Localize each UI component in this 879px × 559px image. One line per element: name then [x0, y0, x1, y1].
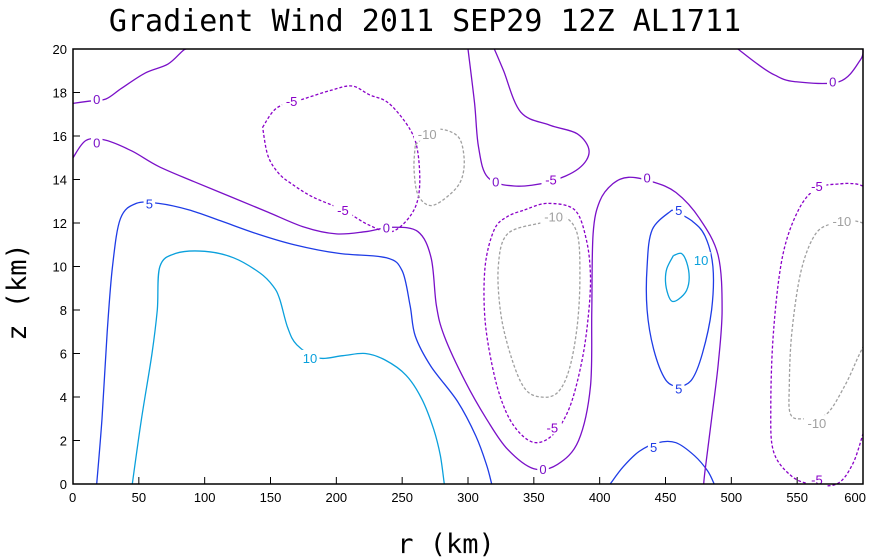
- x-tick-label-100: 100: [194, 490, 216, 505]
- contour-label-9: 5: [675, 381, 682, 396]
- x-tick-label-450: 450: [655, 490, 677, 505]
- contour-label-bg-10: [647, 439, 660, 454]
- contour-label-18: -5: [811, 473, 823, 488]
- contour-label-17: -5: [811, 179, 823, 194]
- contour-label-bg-9: [672, 380, 685, 396]
- contour-line-10-1: [664, 252, 690, 303]
- x-tick-label-600: 600: [844, 490, 866, 505]
- chart-title: Gradient Wind 2011 SEP29 12Z AL1711: [109, 4, 741, 39]
- contour-label-8: 5: [675, 203, 682, 218]
- contour-label-4: 0: [643, 170, 650, 185]
- contour-label-bg-2: [489, 173, 502, 189]
- y-tick-label-6: 6: [60, 347, 67, 362]
- y-tick-label-2: 2: [60, 434, 67, 449]
- contour-line-0-6: [467, 48, 590, 187]
- contour-label-bg-14: [333, 201, 353, 217]
- x-tick-label-250: 250: [391, 490, 413, 505]
- contour-label-bg-15: [541, 171, 561, 187]
- contour-line-0-5: [72, 48, 187, 105]
- y-axis-ticks: 0 2 4 6 8 10 12 14 16 18 20: [53, 42, 80, 492]
- contour-label-11: 10: [303, 351, 317, 366]
- contour-label-bg-17: [807, 178, 827, 193]
- contour-label-bg-3: [380, 219, 393, 235]
- contour-label-2: 0: [492, 175, 499, 190]
- contour-label-13: -5: [286, 94, 298, 109]
- contour-label-bg-11: [300, 349, 320, 365]
- y-tick-label-16: 16: [53, 129, 67, 144]
- x-tick-label-550: 550: [786, 490, 808, 505]
- contour-label-7: 5: [146, 196, 153, 211]
- contour-label-22: -10: [808, 416, 827, 431]
- x-tick-label-350: 350: [523, 490, 545, 505]
- contour-label-6: 0: [829, 75, 836, 90]
- x-tick-label-400: 400: [589, 490, 611, 505]
- contour-label-12: 10: [694, 253, 708, 268]
- contour-label-10: 5: [650, 440, 657, 455]
- x-tick-label-150: 150: [260, 490, 282, 505]
- contour-label-bg-20: [540, 208, 567, 224]
- y-tick-label-14: 14: [53, 173, 67, 188]
- contour-label-bg-21: [828, 212, 856, 228]
- contour-line-10-0: [131, 250, 445, 485]
- x-tick-label-50: 50: [132, 490, 146, 505]
- contour-line--5-9: [261, 85, 421, 233]
- y-tick-label-18: 18: [53, 86, 67, 101]
- contour-label-15: -5: [545, 173, 557, 188]
- contour-line-5-3: [645, 209, 715, 387]
- contour-label-0: 0: [93, 92, 100, 107]
- x-tick-label-300: 300: [457, 490, 479, 505]
- contour-labels: 0 0 0 0 0 0 0 5 5 5 5 10 10 -5 -5 -5 -5 -5 -5 -10 -10 -10 -10: [91, 73, 856, 488]
- contour-line-5-4: [609, 440, 715, 485]
- contour-label-20: -10: [544, 210, 563, 225]
- x-tick-label-200: 200: [325, 490, 347, 505]
- contour-label-bg-22: [803, 415, 831, 431]
- contour-line--10-14: [788, 220, 864, 420]
- x-axis-ticks: 0 50 100 150 200 250 300 350 400 450 500 550 600: [69, 477, 866, 505]
- contour-line-5-2: [96, 201, 493, 485]
- y-tick-label-20: 20: [53, 42, 67, 57]
- x-tick-label-500: 500: [720, 490, 742, 505]
- y-tick-label-10: 10: [53, 260, 67, 275]
- y-axis-label: z (km): [2, 243, 33, 341]
- contour-label-5: 0: [539, 462, 546, 477]
- contour-label-bg-5: [537, 460, 549, 476]
- contour-line--5-10: [483, 202, 592, 444]
- x-axis-label: r (km): [397, 529, 495, 559]
- contour-label-bg-0: [91, 91, 103, 106]
- contour-line-0-7: [72, 137, 723, 485]
- contour-label-1: 0: [93, 136, 100, 151]
- contour-line-0-8: [737, 48, 864, 85]
- contour-label-bg-8: [672, 201, 685, 217]
- contour-label-bg-7: [143, 195, 156, 211]
- contour-label-21: -10: [833, 214, 852, 229]
- contour-label-bg-1: [91, 134, 103, 150]
- y-tick-label-0: 0: [60, 477, 67, 492]
- contour-label-bg-18: [807, 471, 827, 487]
- contour-label-bg-19: [413, 125, 441, 141]
- contour-label-bg-6: [827, 73, 839, 89]
- y-tick-label-8: 8: [60, 303, 67, 318]
- contour-label-bg-13: [282, 93, 302, 109]
- contour-line--10-12: [413, 128, 465, 207]
- contour-label-3: 0: [383, 220, 390, 235]
- contour-line--10-13: [497, 215, 581, 398]
- contour-label-bg-12: [691, 252, 711, 267]
- contour-lines: [72, 48, 864, 487]
- y-tick-label-12: 12: [53, 216, 67, 231]
- contour-label-bg-4: [641, 169, 653, 185]
- contour-label-19: -10: [418, 127, 437, 142]
- contour-line--5-11: [770, 182, 864, 487]
- y-tick-label-4: 4: [60, 390, 67, 405]
- contour-label-14: -5: [337, 203, 349, 218]
- contour-label-bg-16: [542, 419, 562, 435]
- x-tick-label-0: 0: [69, 490, 76, 505]
- contour-label-16: -5: [547, 420, 559, 435]
